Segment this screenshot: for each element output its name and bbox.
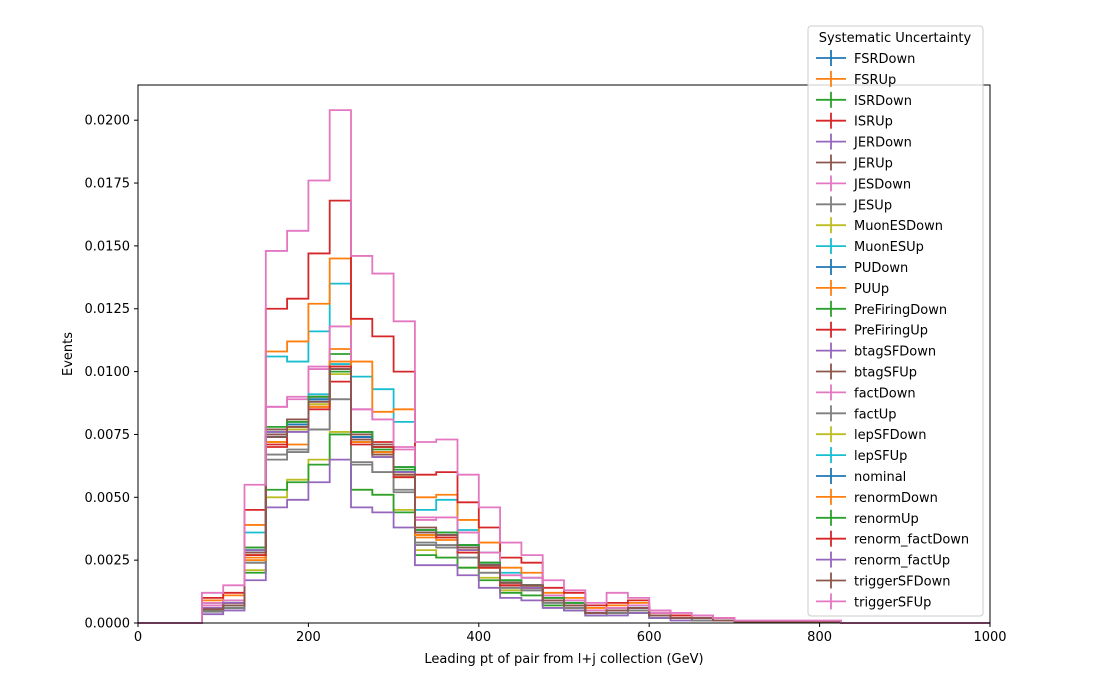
legend-label: triggerSFUp <box>854 595 931 610</box>
legend-item-lepSFDown: lepSFDown <box>816 426 926 443</box>
legend-item-JERDown: JERDown <box>816 133 912 151</box>
legend-label: triggerSFDown <box>854 575 950 590</box>
legend-item-factDown: factDown <box>816 384 916 401</box>
legend-label: renorm_factUp <box>854 554 950 569</box>
legend-label: PreFiringUp <box>854 324 928 339</box>
legend-item-renorm_factUp: renorm_factUp <box>816 551 950 569</box>
legend-label: factDown <box>854 386 916 401</box>
series-line-triggerSFUp <box>138 109 990 624</box>
legend-item-renormUp: renormUp <box>816 509 919 527</box>
y-tick-label: 0.0150 <box>85 239 131 254</box>
legend-label: factUp <box>854 407 897 422</box>
legend-item-btagSFDown: btagSFDown <box>816 342 936 360</box>
legend-item-FSRUp: FSRUp <box>816 70 896 88</box>
legend-label: renorm_factDown <box>854 533 969 548</box>
legend-title: Systematic Uncertainty <box>819 31 972 46</box>
y-axis: 0.0000 0.0025 0.0050 0.0075 0.0100 0.0125 0.01… <box>85 114 138 632</box>
legend-label: JESDown <box>853 177 911 192</box>
legend-item-renorm_factDown: renorm_factDown <box>816 530 969 548</box>
legend-item-PUUp: PUUp <box>816 279 889 297</box>
legend-item-renormDown: renormDown <box>816 488 938 506</box>
legend-item-ISRDown: ISRDown <box>816 91 912 109</box>
legend-item-nominal: nominal <box>816 468 906 485</box>
legend-item-FSRDown: FSRDown <box>816 50 915 67</box>
legend-item-JERUp: JERUp <box>816 154 893 172</box>
x-tick-label: 200 <box>296 630 321 645</box>
legend-label: PUUp <box>854 282 889 297</box>
legend-item-PreFiringDown: PreFiringDown <box>816 300 947 318</box>
x-tick-label: 600 <box>637 630 662 645</box>
y-tick-label: 0.0050 <box>85 491 131 506</box>
legend-item-ISRUp: ISRUp <box>816 112 893 130</box>
legend-item-lepSFUp: lepSFUp <box>816 447 907 464</box>
x-axis-label: Leading pt of pair from l+j collection (… <box>424 652 703 667</box>
legend-label: FSRDown <box>854 52 915 67</box>
legend-label: btagSFUp <box>854 366 917 381</box>
legend-label: PreFiringDown <box>854 303 947 318</box>
legend-label: JESUp <box>853 198 892 213</box>
legend-item-btagSFUp: btagSFUp <box>816 363 917 381</box>
legend-label: MuonESDown <box>854 219 943 234</box>
legend-label: MuonESUp <box>854 240 924 255</box>
legend: Systematic Uncertainty FSRDown FSRUp ISRDo… <box>807 25 984 617</box>
y-tick-label: 0.0175 <box>85 177 131 192</box>
legend-entries: FSRDown FSRUp ISRDown ISRUp JERDown JERUp JESD… <box>816 50 969 610</box>
x-axis: 0 200 400 600 800 1000 <box>134 623 1007 645</box>
legend-label: ISRDown <box>854 94 912 109</box>
legend-box <box>807 25 984 617</box>
x-tick-label: 0 <box>134 630 142 645</box>
legend-item-MuonESDown: MuonESDown <box>816 217 943 234</box>
legend-item-PUDown: PUDown <box>816 259 908 276</box>
series-line-triggerSFDown <box>138 368 990 624</box>
legend-item-JESUp: JESUp <box>816 196 892 213</box>
y-tick-label: 0.0100 <box>85 365 131 380</box>
legend-item-factUp: factUp <box>816 405 897 422</box>
x-tick-label: 1000 <box>973 630 1006 645</box>
legend-label: lepSFDown <box>854 428 926 443</box>
series-group <box>138 109 990 624</box>
y-tick-label: 0.0125 <box>85 302 131 317</box>
x-tick-label: 400 <box>466 630 491 645</box>
legend-item-triggerSFUp: triggerSFUp <box>816 593 931 610</box>
y-tick-label: 0.0200 <box>85 114 131 129</box>
legend-label: lepSFUp <box>854 449 907 464</box>
x-tick-label: 800 <box>807 630 832 645</box>
legend-label: renormDown <box>854 491 938 506</box>
axes-frame <box>137 84 991 624</box>
legend-item-PreFiringUp: PreFiringUp <box>816 321 928 339</box>
legend-label: nominal <box>854 470 906 485</box>
legend-item-triggerSFDown: triggerSFDown <box>816 572 950 590</box>
y-tick-label: 0.0075 <box>85 428 131 443</box>
y-tick-label: 0.0025 <box>85 554 131 569</box>
legend-label: JERUp <box>853 157 893 172</box>
y-axis-label: Events <box>61 332 76 376</box>
y-tick-label: 0.0000 <box>85 617 131 632</box>
legend-label: ISRUp <box>854 115 893 130</box>
legend-label: renormUp <box>854 512 919 527</box>
legend-label: btagSFDown <box>854 345 936 360</box>
legend-item-JESDown: JESDown <box>816 175 911 192</box>
legend-label: PUDown <box>854 261 908 276</box>
legend-label: FSRUp <box>854 73 896 88</box>
legend-label: JERDown <box>853 136 912 151</box>
legend-item-MuonESUp: MuonESUp <box>816 238 924 255</box>
